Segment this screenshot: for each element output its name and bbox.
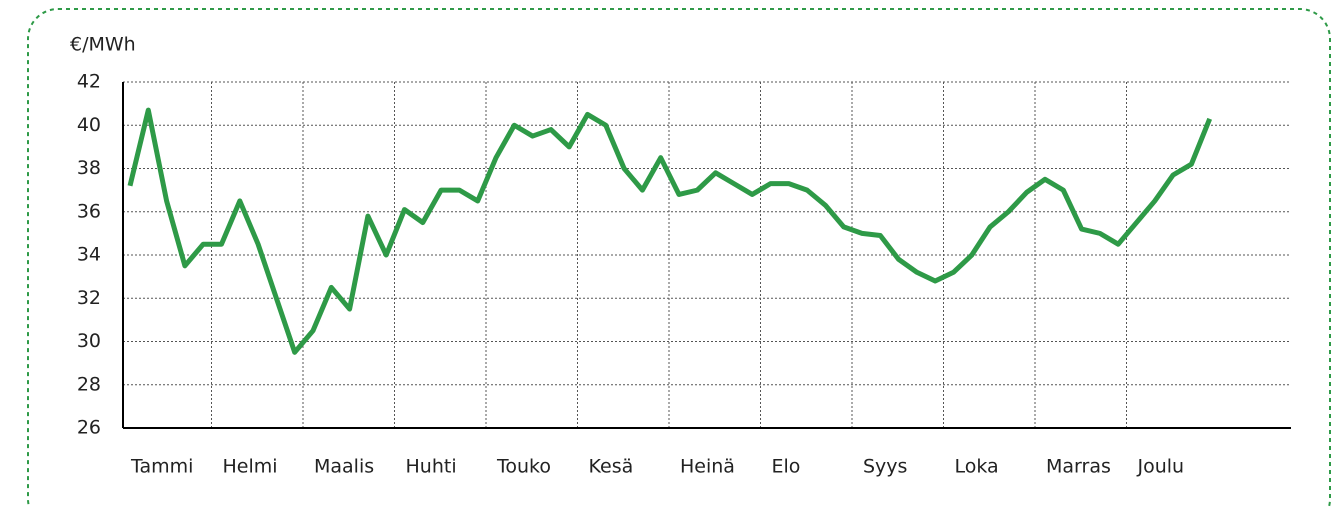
x-tick-label: Touko xyxy=(496,456,551,478)
y-tick-label: 34 xyxy=(77,244,101,266)
x-tick-label: Joulu xyxy=(1137,456,1185,478)
y-tick-label: 38 xyxy=(77,157,101,179)
x-tick-label: Marras xyxy=(1046,456,1111,478)
y-tick-label: 30 xyxy=(77,330,101,352)
line-series xyxy=(127,107,1213,355)
x-tick-label: Elo xyxy=(772,456,801,478)
x-tick-label: Heinä xyxy=(680,456,735,478)
y-tick-label: 26 xyxy=(77,417,101,439)
x-tick-label: Huhti xyxy=(406,456,457,478)
frame xyxy=(27,8,1331,507)
x-tick-label: Syys xyxy=(863,456,907,478)
x-tick-label: Loka xyxy=(955,456,999,478)
x-tick-label: Maalis xyxy=(314,456,374,478)
y-tick-label: 28 xyxy=(77,373,101,395)
y-tick-label: 32 xyxy=(77,287,101,309)
y-tick-label: 40 xyxy=(77,114,101,136)
y-axis-label: €/MWh xyxy=(70,34,136,56)
x-tick-label: Helmi xyxy=(223,456,278,478)
y-tick-label: 36 xyxy=(77,200,101,222)
x-tick-label: Kesä xyxy=(589,456,634,478)
y-tick-label: 42 xyxy=(77,71,101,93)
x-tick-label: Tammi xyxy=(130,456,193,478)
